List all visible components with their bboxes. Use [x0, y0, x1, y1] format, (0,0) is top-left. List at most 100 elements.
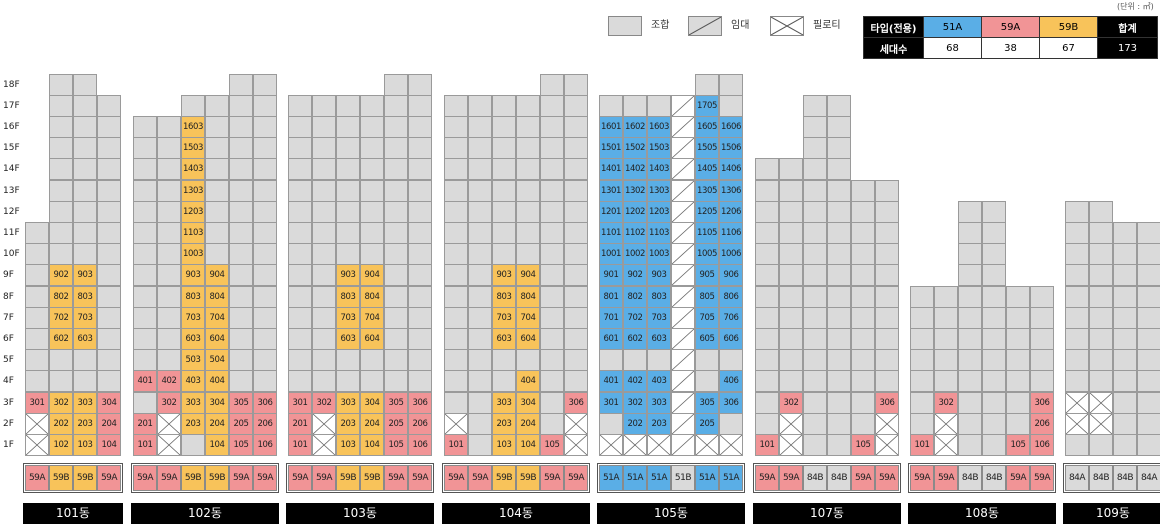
- piloti-mark: [313, 435, 335, 455]
- unit-cell-102동-f16c6: [253, 116, 277, 138]
- rental-mark: [672, 286, 694, 307]
- unit-cell-101동-203: 203: [73, 412, 97, 435]
- unit-cell-104동-f14c5: [540, 158, 564, 181]
- unit-cell-104동-f1c6: [564, 434, 588, 456]
- unit-cell-102동-f13c1: [133, 179, 157, 202]
- unit-cell-103동-f5c6: [408, 349, 432, 372]
- unit-cell-102동-704: 704: [205, 306, 229, 329]
- building-name-105동: 105동: [597, 503, 745, 524]
- unit-cell-104동-f15c4: [516, 137, 540, 160]
- unit-cell-109동-f1c3: [1113, 434, 1137, 456]
- unit-cell-108동-f8c2: [934, 285, 958, 308]
- unit-cell-107동-f10c3: [803, 243, 827, 266]
- unit-cell-105동-1402: 1402: [623, 158, 647, 181]
- unit-cell-108동-f6c5: [1006, 328, 1030, 350]
- unit-cell-108동-f6c4: [982, 328, 1006, 350]
- unit-cell-109동-f7c4: [1137, 306, 1160, 329]
- rental-mark: [672, 307, 694, 328]
- unit-cell-104동-f16c1: [444, 116, 468, 138]
- unit-cell-104동-f12c2: [468, 200, 492, 223]
- unit-cell-104동-f17c2: [468, 94, 492, 117]
- unit-cell-105동-1406: 1406: [719, 158, 743, 181]
- summary-type-51a: 51A: [923, 16, 982, 38]
- piloti-mark: [1066, 392, 1088, 413]
- unit-cell-104동-f12c6: [564, 200, 588, 223]
- unit-cell-108동-106: 106: [1030, 434, 1054, 456]
- unit-cell-102동-f13c6: [253, 179, 277, 202]
- unit-cell-107동-f1c3: [803, 434, 827, 456]
- unit-cell-107동-f8c5: [851, 285, 875, 308]
- type-cell-105동-5: 51A: [695, 465, 719, 491]
- unit-cell-103동-f8c1: [288, 285, 312, 308]
- unit-cell-108동-f8c5: [1006, 285, 1030, 308]
- unit-cell-105동-205: 205: [695, 412, 719, 435]
- piloti-mark: [1090, 413, 1112, 434]
- type-cell-104동-6: 59A: [564, 465, 588, 491]
- unit-cell-102동-303: 303: [181, 391, 205, 414]
- unit-cell-108동-f4c2: [934, 370, 958, 393]
- unit-cell-104동-303: 303: [492, 391, 516, 414]
- unit-cell-103동-f6c2: [312, 328, 336, 350]
- unit-cell-102동-f11c2: [157, 222, 181, 244]
- unit-cell-109동-f5c2: [1089, 349, 1113, 372]
- unit-cell-108동-f6c2: [934, 328, 958, 350]
- unit-cell-105동-602: 602: [623, 328, 647, 350]
- unit-cell-109동-f5c4: [1137, 349, 1160, 372]
- unit-cell-107동-f7c4: [827, 306, 851, 329]
- unit-cell-102동-703: 703: [181, 306, 205, 329]
- unit-cell-104동-f9c5: [540, 264, 564, 287]
- type-cell-103동-1: 59A: [288, 465, 312, 491]
- unit-cell-103동-f14c3: [336, 158, 360, 181]
- unit-cell-103동-f16c5: [384, 116, 408, 138]
- unit-cell-105동-1506: 1506: [719, 137, 743, 160]
- type-cell-103동-6: 59A: [408, 465, 432, 491]
- rental-mark: [672, 180, 694, 201]
- rental-mark: [672, 223, 694, 243]
- unit-cell-104동-f15c5: [540, 137, 564, 160]
- unit-cell-102동-f16c2: [157, 116, 181, 138]
- unit-cell-103동-f18c6: [408, 73, 432, 96]
- unit-cell-104동-f13c2: [468, 179, 492, 202]
- unit-cell-104동-f8c6: [564, 285, 588, 308]
- unit-cell-105동-1302: 1302: [623, 179, 647, 202]
- unit-cell-101동-603: 603: [73, 328, 97, 350]
- unit-cell-102동-604: 604: [205, 328, 229, 350]
- unit-cell-109동-f1c2: [1089, 434, 1113, 456]
- unit-cell-103동-f18c5: [384, 73, 408, 96]
- unit-cell-109동-f4c4: [1137, 370, 1160, 393]
- unit-cell-103동-203: 203: [336, 412, 360, 435]
- unit-cell-101동-f8c1: [25, 285, 49, 308]
- type-cell-108동-5: 59A: [1006, 465, 1030, 491]
- unit-cell-105동-601: 601: [599, 328, 623, 350]
- type-cell-105동-3: 51A: [647, 465, 671, 491]
- unit-cell-104동-f13c1: [444, 179, 468, 202]
- type-cell-103동-5: 59A: [384, 465, 408, 491]
- unit-cell-104동-f13c6: [564, 179, 588, 202]
- unit-cell-101동-102: 102: [49, 434, 73, 456]
- unit-cell-102동-f8c2: [157, 285, 181, 308]
- unit-cell-105동-705: 705: [695, 306, 719, 329]
- piloti-mark: [1090, 392, 1112, 413]
- type-cell-104동-5: 59A: [540, 465, 564, 491]
- unit-cell-102동-f5c5: [229, 349, 253, 372]
- unit-cell-103동-f17c2: [312, 94, 336, 117]
- unit-cell-101동-602: 602: [49, 328, 73, 350]
- unit-cell-107동-f2c5: [851, 412, 875, 435]
- unit-cell-104동-f17c1: [444, 94, 468, 117]
- unit-note: (단위 : ㎡): [1117, 2, 1154, 11]
- unit-cell-105동-f9c4: [671, 264, 695, 287]
- type-cell-104동-1: 59A: [444, 465, 468, 491]
- summary-type-header: 타입(전용): [863, 16, 924, 38]
- unit-cell-103동-f5c3: [336, 349, 360, 372]
- unit-cell-104동-203: 203: [492, 412, 516, 435]
- unit-cell-108동-f5c3: [958, 349, 982, 372]
- unit-cell-102동-803: 803: [181, 285, 205, 308]
- building-name-107동: 107동: [753, 503, 901, 524]
- unit-cell-103동-f4c1: [288, 370, 312, 393]
- unit-cell-102동-401: 401: [133, 370, 157, 393]
- unit-cell-103동-f13c3: [336, 179, 360, 202]
- type-row-frame-104동: [442, 463, 590, 493]
- unit-cell-105동-401: 401: [599, 370, 623, 393]
- type-cell-107동-5: 59A: [851, 465, 875, 491]
- unit-cell-107동-f2c3: [803, 412, 827, 435]
